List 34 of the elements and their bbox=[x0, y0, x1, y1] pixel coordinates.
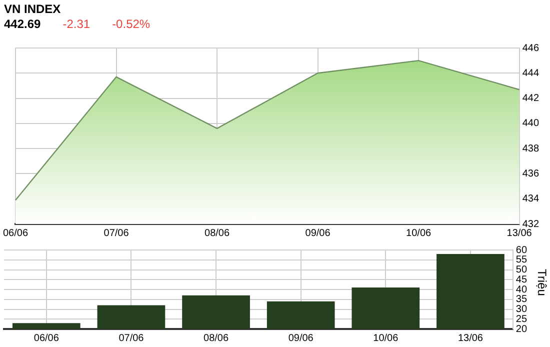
y-tick-label: 438 bbox=[522, 143, 540, 154]
y-tick-label: 434 bbox=[522, 194, 540, 205]
x-tick-label: 09/06 bbox=[288, 332, 314, 344]
text: 442.69 bbox=[4, 17, 41, 31]
y-tick-label: 35 bbox=[516, 294, 528, 306]
y-tick-label: 432 bbox=[522, 218, 540, 230]
y-tick-label: 446 bbox=[522, 42, 540, 54]
x-tick-label: 09/06 bbox=[305, 228, 331, 239]
y-tick-label: 60 bbox=[516, 244, 528, 256]
y-tick-label: 50 bbox=[516, 264, 528, 276]
x-tick-label: 08/06 bbox=[204, 332, 229, 344]
text: -2.31 bbox=[62, 17, 90, 31]
y-tick-label: 20 bbox=[516, 324, 528, 335]
y-tick-label: 436 bbox=[522, 168, 540, 180]
x-tick-label: 13/06 bbox=[458, 332, 484, 344]
y-tick-label: 440 bbox=[522, 118, 540, 130]
text: -0.52% bbox=[112, 17, 150, 31]
x-tick-label: 06/06 bbox=[2, 228, 28, 239]
y-tick-label: 30 bbox=[516, 304, 528, 315]
y-tick-label: 444 bbox=[522, 68, 540, 79]
x-tick-label: 10/06 bbox=[406, 228, 432, 239]
y-tick-label: 25 bbox=[516, 314, 528, 325]
x-tick-label: 06/06 bbox=[34, 332, 60, 344]
y-tick-label: 55 bbox=[516, 254, 528, 266]
x-tick-label: 08/06 bbox=[204, 228, 230, 239]
y-tick-label: 40 bbox=[516, 284, 528, 296]
y-axis-title: Triệu bbox=[535, 269, 549, 296]
x-tick-label: 10/06 bbox=[373, 332, 399, 344]
y-tick-label: 45 bbox=[516, 274, 528, 286]
x-tick-label: 07/06 bbox=[118, 332, 144, 344]
x-tick-label: 13/06 bbox=[506, 228, 532, 239]
x-tick-label: 07/06 bbox=[104, 228, 130, 239]
chart-title: VN INDEX bbox=[4, 2, 61, 16]
y-tick-label: 442 bbox=[522, 93, 540, 104]
